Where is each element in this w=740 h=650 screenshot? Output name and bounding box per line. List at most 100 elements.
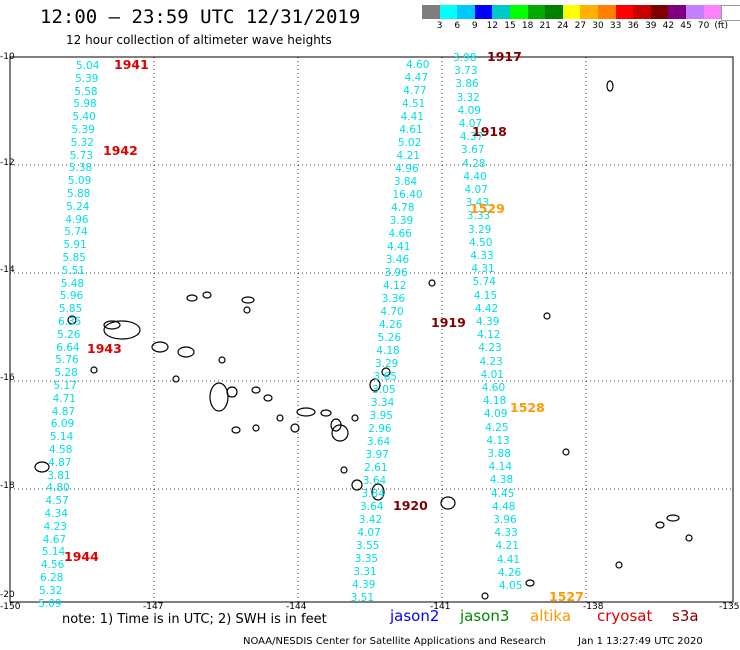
- scale-tick-label: 3: [436, 21, 443, 31]
- wave-height-value: 4.26: [379, 319, 403, 331]
- wave-height-value: 4.05: [499, 580, 523, 592]
- x-label-neg147: -147: [143, 602, 164, 612]
- wave-height-value: 3.64: [362, 475, 387, 487]
- island-outline: [251, 386, 261, 394]
- scale-swatch-12: [633, 5, 651, 19]
- wave-height-value: 4.42: [474, 302, 499, 315]
- wave-height-value: 5.32: [70, 136, 94, 149]
- wave-height-value: 4.23: [43, 520, 67, 533]
- scale-swatch-4: [492, 5, 510, 19]
- wave-height-value: 5.74: [472, 276, 496, 289]
- island-outline: [666, 514, 680, 522]
- wave-height-value: 3.84: [361, 488, 385, 500]
- island-outline: [231, 426, 241, 434]
- island-outline: [241, 296, 255, 304]
- wave-height-value: 3.35: [354, 553, 379, 565]
- scale-swatch-16: [703, 5, 722, 19]
- wave-height-value: 5.14: [41, 546, 66, 559]
- wave-height-value: 2.61: [364, 462, 388, 474]
- legend-jason2: jason2: [390, 607, 440, 625]
- wave-height-value: 5.02: [397, 137, 422, 149]
- scale-swatch-13: [650, 5, 669, 19]
- scale-swatch-15: [685, 5, 704, 19]
- wave-height-value: 3.64: [360, 501, 384, 513]
- island-outline: [296, 407, 316, 417]
- track-time-1941: 1941: [114, 57, 149, 72]
- y-label-neg10: -10: [0, 52, 15, 62]
- wave-height-value: 4.21: [495, 540, 519, 553]
- wave-height-value: 3.88: [487, 448, 511, 460]
- wave-height-value: 2.96: [368, 423, 392, 435]
- scale-tick-label: 36: [627, 21, 639, 31]
- legend-s3a: s3a: [672, 607, 699, 625]
- wave-height-value: 4.38: [489, 474, 514, 487]
- wave-height-value: 3.73: [454, 65, 478, 78]
- wave-height-value: 6.35: [58, 316, 82, 328]
- wave-height-value: 3.46: [385, 254, 410, 266]
- wave-height-value: 5.91: [63, 239, 87, 252]
- wave-height-value: 4.47: [404, 72, 429, 84]
- wave-height-value: 3.05: [372, 384, 396, 396]
- wave-height-value: 4.09: [457, 104, 481, 117]
- color-scale: [422, 5, 740, 21]
- island-outline: [276, 414, 284, 422]
- wave-height-value: 5.38: [68, 162, 93, 175]
- wave-height-value: 4.07: [464, 184, 488, 196]
- island-outline: [90, 366, 98, 374]
- scale-tick-label: 9: [471, 21, 478, 31]
- track-time-1918: 1918: [472, 124, 507, 139]
- scale-tick-label: 24: [557, 21, 569, 31]
- x-label-neg135: -135: [719, 602, 740, 612]
- track-time-1529: 1529: [470, 201, 505, 216]
- wave-height-value: 4.07: [357, 527, 381, 539]
- wave-height-value: 5.26: [57, 328, 81, 341]
- scale-swatch-11: [615, 5, 634, 19]
- track-time-1527: 1527: [549, 589, 584, 604]
- track-time-1917: 1917: [487, 49, 522, 64]
- wave-height-value: 4.34: [44, 508, 68, 520]
- wave-height-value: 3.96: [384, 267, 408, 279]
- wave-height-value: 5.26: [377, 332, 402, 344]
- scale-tick-label: 15: [504, 21, 516, 31]
- island-outline: [440, 496, 456, 510]
- island-outline: [186, 294, 198, 302]
- scale-tick-label: 39: [645, 21, 657, 31]
- wave-height-value: 6.64: [56, 341, 80, 354]
- scale-tick-label: 42: [662, 21, 675, 31]
- wave-height-value: 3.39: [389, 215, 414, 227]
- wave-height-value: 4.25: [485, 421, 509, 434]
- track-time-1944: 1944: [64, 549, 99, 564]
- wave-height-value: 5.98: [73, 98, 97, 111]
- scale-swatch-5: [509, 5, 528, 19]
- wave-height-value: 5.85: [62, 252, 86, 264]
- x-label-neg150: -150: [0, 602, 21, 612]
- scale-tick-label: 18: [521, 21, 534, 31]
- wave-height-value: 5.14: [49, 431, 74, 444]
- x-label-neg144: -144: [286, 602, 307, 612]
- y-label-neg18: -18: [0, 481, 15, 491]
- wave-height-value: 4.66: [388, 228, 412, 240]
- scale-tick-label: (ft): [714, 21, 728, 31]
- island-outline: [340, 466, 348, 474]
- wave-height-value: 4.96: [65, 213, 89, 226]
- wave-height-value: 5.73: [69, 149, 94, 162]
- wave-height-value: 4.37: [459, 131, 484, 144]
- island-outline: [481, 592, 489, 600]
- scale-swatch-6: [527, 5, 546, 19]
- island-outline: [218, 356, 226, 364]
- wave-height-value: 4.12: [477, 329, 501, 342]
- island-outline: [243, 306, 251, 314]
- wave-height-value: 5.88: [67, 188, 91, 200]
- track-time-1920: 1920: [393, 498, 428, 513]
- wave-height-value: 4.58: [49, 444, 73, 456]
- island-outline: [543, 312, 551, 320]
- wave-height-value: 4.07: [458, 118, 483, 130]
- wave-height-value: 5.24: [66, 200, 90, 213]
- island-outlines: [34, 80, 693, 600]
- wave-height-value: 3.34: [370, 397, 395, 409]
- wave-height-value: 3.95: [369, 410, 393, 422]
- track-time-1943: 1943: [87, 341, 122, 356]
- wave-height-value: 4.57: [45, 495, 69, 508]
- footer-credit: NOAA/NESDIS Center for Satellite Applica…: [243, 636, 546, 647]
